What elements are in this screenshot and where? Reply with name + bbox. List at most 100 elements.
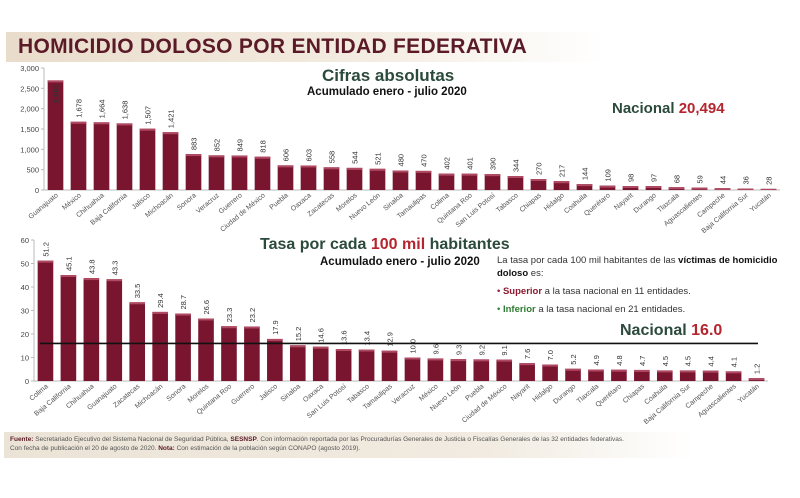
rate-bar-highlight [519,363,535,366]
abs-value-label: 1,507 [144,106,153,125]
rate-bar [725,371,742,381]
abs-bar [300,165,317,190]
abs-value-label: 402 [443,157,452,170]
abs-value-label: 1,664 [98,100,107,119]
rate-bar-highlight [267,338,283,341]
rate-bar [588,369,604,381]
abs-bar [323,167,340,190]
rate-bar-highlight [244,326,260,329]
abs-value-label: 28 [765,177,774,185]
info-text-1: La tasa por cada 100 mil habitantes de l… [497,255,676,266]
rate-bar-highlight [106,279,123,282]
abs-category-label: San Luis Potosí [455,192,497,229]
abs-bar [231,155,248,190]
rate-category-label: Veracruz [391,383,417,406]
abs-value-label: 852 [213,139,222,152]
rate-bar [129,302,146,381]
abs-bar-highlight [438,173,455,176]
abs-value-label: 390 [489,158,498,171]
top-chart-title: Cifras absolutas [322,66,455,85]
rate-y-tick-label: 0 [25,377,29,386]
page-title: HOMICIDIO DOLOSO POR ENTIDAD FEDERATIVA [18,35,528,58]
abs-bar-highlight [392,170,409,173]
rate-bar [450,359,467,381]
rate-bar [611,369,627,381]
bullet-superior-text: a la tasa nacional en 11 entidades. [544,286,691,297]
rate-value-label: 4.5 [684,356,693,366]
abs-value-label: 606 [282,149,291,162]
national-total: Nacional 20,494 [612,100,725,117]
rate-category-label: Yucatán [737,383,761,405]
rate-value-label: 4.5 [661,356,670,366]
abs-bar-highlight [599,185,616,188]
abs-bar-highlight [576,184,593,187]
rate-bar [289,345,306,381]
abs-value-label: 401 [466,157,475,170]
rate-bar-highlight [60,275,77,278]
abs-bar-highlight [346,167,363,170]
rate-value-label: 9.1 [500,345,509,355]
abs-bar-highlight [162,132,179,135]
info-bold: víctimas de homicidio doloso [497,255,778,279]
rate-value-label: 23.3 [225,308,234,323]
abs-category-label: Jalisco [131,192,152,211]
rate-value-label: 29.4 [156,293,165,308]
rate-bar-highlight [748,378,765,381]
bottom-title-part3: habitantes [429,236,510,253]
rate-bar-highlight [37,260,54,263]
rate-value-label: 4.4 [707,356,716,366]
rate-bar [656,370,673,381]
rate-category-label: Sinaloa [280,383,302,403]
rate-category-label: Sonora [166,383,188,403]
rate-y-tick-label: 60 [21,236,29,245]
bullet-inferior-text: a la tasa nacional en 21 entidades. [538,304,686,315]
rate-category-label: Guerrero [230,383,256,406]
abs-bar-highlight [760,188,777,190]
abs-value-label: 849 [236,139,245,152]
rate-value-label: 9.2 [477,345,486,355]
abs-bar [438,173,455,190]
abs-bar [392,170,409,190]
abs-bar [484,174,501,190]
rate-value-label: 33.5 [133,284,142,299]
abs-category-label: Guanajuato [28,192,60,221]
rate-category-label: San Luis Potosí [306,383,348,420]
rate-category-label: México [418,383,440,403]
rate-bar [83,278,100,381]
abs-bar-highlight [461,173,478,176]
abs-value-label: 97 [650,174,659,182]
rate-category-label: Jalisco [258,383,279,402]
footer-fuente-text: Secretariado Ejecutivo del Sistema Nacio… [35,436,229,443]
rate-value-label: 10.0 [408,339,417,354]
abs-category-label: Yucatán [749,192,773,214]
abs-y-tick-label: 2,000 [20,105,39,114]
rate-bar-highlight [83,278,100,281]
national-rate-label: Nacional [620,322,687,339]
abs-value-label: 68 [673,175,682,183]
bullet-superior: • Superior a la tasa nacional en 11 enti… [497,286,691,297]
rate-bar [519,363,535,381]
rate-value-label: 4.9 [592,355,601,365]
abs-bar-highlight [139,128,156,131]
abs-bar [346,167,363,190]
abs-bar-highlight [691,187,708,190]
abs-bar-highlight [208,155,225,158]
title-band [6,32,606,62]
abs-bar-highlight [484,174,501,177]
abs-y-tick-label: 3,000 [20,64,39,73]
rate-bar-highlight [152,311,168,314]
footer-source: Fuente: Secretariado Ejecutivo del Siste… [4,432,694,458]
rate-bar-highlight [358,349,375,352]
abs-bar-highlight [553,181,570,184]
abs-bar [369,168,386,190]
rate-bar-highlight [427,358,444,361]
abs-bar-highlight [737,188,754,190]
rate-value-label: 13.4 [363,331,372,346]
national-total-value: 20,494 [678,100,725,117]
abs-bar [415,170,432,190]
abs-value-label: 344 [512,159,521,172]
abs-value-label: 558 [328,151,337,164]
bottom-chart-subtitle: Acumulado enero - julio 2020 [320,256,480,268]
rate-bar [427,358,444,381]
rate-bar-highlight [473,359,490,362]
